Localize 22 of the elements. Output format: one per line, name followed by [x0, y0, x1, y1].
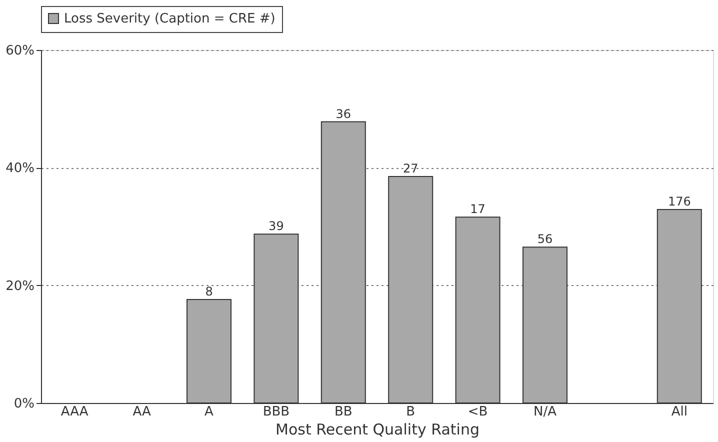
x-tick-label: AAA — [60, 404, 88, 420]
x-tick-label: AA — [132, 404, 151, 420]
annotation: 8 — [205, 284, 213, 298]
annotation: 27 — [402, 161, 418, 176]
x-tick-label: N/A — [534, 404, 557, 420]
y-tick-label: 0% — [14, 396, 34, 412]
x-tick-label: BBB — [262, 404, 290, 420]
y-tick-label: 20% — [6, 278, 34, 294]
y-tick-label: 40% — [6, 161, 34, 176]
annotation: 176 — [668, 194, 691, 208]
annotation: 39 — [268, 219, 284, 234]
x-tick-label: B — [406, 404, 416, 420]
x-tick-label: A — [204, 404, 214, 420]
x-axis-title: Most Recent Quality Rating — [276, 420, 480, 438]
x-tick-label: BB — [334, 404, 352, 420]
y-tick-label: 60% — [6, 44, 34, 58]
annotation: 56 — [537, 232, 553, 246]
x-tick-label: <B — [468, 404, 488, 420]
x-tick-label: All — [671, 404, 688, 420]
legend-label: Loss Severity (Caption = CRE #) — [64, 12, 276, 26]
annotation: 17 — [470, 202, 486, 216]
annotation: 36 — [336, 106, 352, 121]
